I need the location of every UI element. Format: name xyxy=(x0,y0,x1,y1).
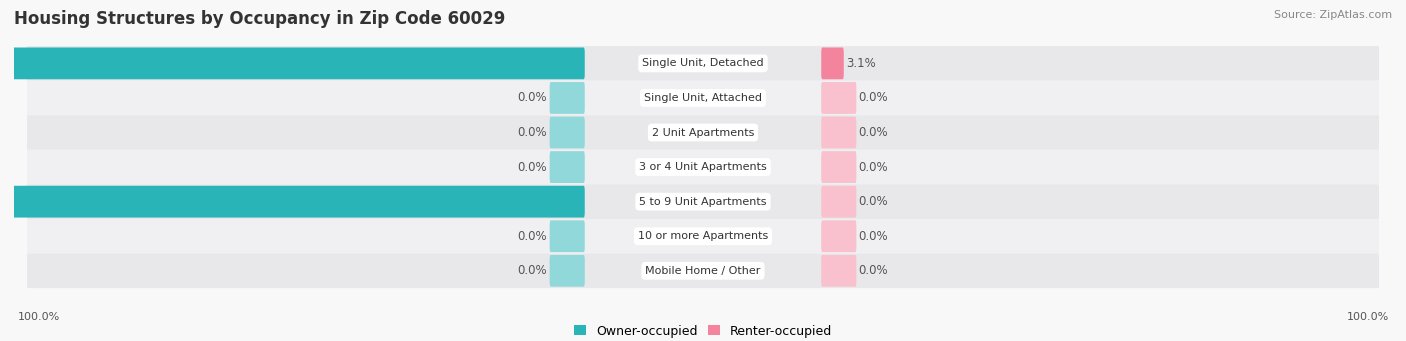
Text: Housing Structures by Occupancy in Zip Code 60029: Housing Structures by Occupancy in Zip C… xyxy=(14,10,505,28)
Text: 3.1%: 3.1% xyxy=(846,57,876,70)
FancyBboxPatch shape xyxy=(27,184,1379,219)
Text: 0.0%: 0.0% xyxy=(517,264,547,277)
Text: 0.0%: 0.0% xyxy=(859,126,889,139)
FancyBboxPatch shape xyxy=(550,220,585,252)
FancyBboxPatch shape xyxy=(27,219,1379,253)
FancyBboxPatch shape xyxy=(27,253,1379,288)
Text: 0.0%: 0.0% xyxy=(859,161,889,174)
FancyBboxPatch shape xyxy=(550,82,585,114)
FancyBboxPatch shape xyxy=(550,255,585,287)
Text: 0.0%: 0.0% xyxy=(859,230,889,243)
Text: 0.0%: 0.0% xyxy=(517,230,547,243)
FancyBboxPatch shape xyxy=(821,117,856,148)
Text: Single Unit, Detached: Single Unit, Detached xyxy=(643,58,763,69)
Text: 0.0%: 0.0% xyxy=(517,161,547,174)
FancyBboxPatch shape xyxy=(27,81,1379,115)
FancyBboxPatch shape xyxy=(27,115,1379,150)
FancyBboxPatch shape xyxy=(550,151,585,183)
Text: 5 to 9 Unit Apartments: 5 to 9 Unit Apartments xyxy=(640,197,766,207)
FancyBboxPatch shape xyxy=(821,47,844,79)
Text: 0.0%: 0.0% xyxy=(517,126,547,139)
FancyBboxPatch shape xyxy=(27,46,1379,81)
FancyBboxPatch shape xyxy=(550,117,585,148)
Text: 2 Unit Apartments: 2 Unit Apartments xyxy=(652,128,754,137)
FancyBboxPatch shape xyxy=(821,82,856,114)
Text: 100.0%: 100.0% xyxy=(17,312,59,322)
Text: Mobile Home / Other: Mobile Home / Other xyxy=(645,266,761,276)
Text: 100.0%: 100.0% xyxy=(1347,312,1389,322)
Text: 3 or 4 Unit Apartments: 3 or 4 Unit Apartments xyxy=(640,162,766,172)
FancyBboxPatch shape xyxy=(821,186,856,218)
Text: 0.0%: 0.0% xyxy=(859,91,889,104)
Text: 0.0%: 0.0% xyxy=(859,264,889,277)
FancyBboxPatch shape xyxy=(821,220,856,252)
Text: 10 or more Apartments: 10 or more Apartments xyxy=(638,231,768,241)
Text: 0.0%: 0.0% xyxy=(517,91,547,104)
FancyBboxPatch shape xyxy=(27,150,1379,184)
Legend: Owner-occupied, Renter-occupied: Owner-occupied, Renter-occupied xyxy=(568,320,838,341)
FancyBboxPatch shape xyxy=(821,151,856,183)
Text: 0.0%: 0.0% xyxy=(859,195,889,208)
Text: Source: ZipAtlas.com: Source: ZipAtlas.com xyxy=(1274,10,1392,20)
Text: Single Unit, Attached: Single Unit, Attached xyxy=(644,93,762,103)
FancyBboxPatch shape xyxy=(0,186,585,218)
FancyBboxPatch shape xyxy=(821,255,856,287)
FancyBboxPatch shape xyxy=(0,47,585,79)
